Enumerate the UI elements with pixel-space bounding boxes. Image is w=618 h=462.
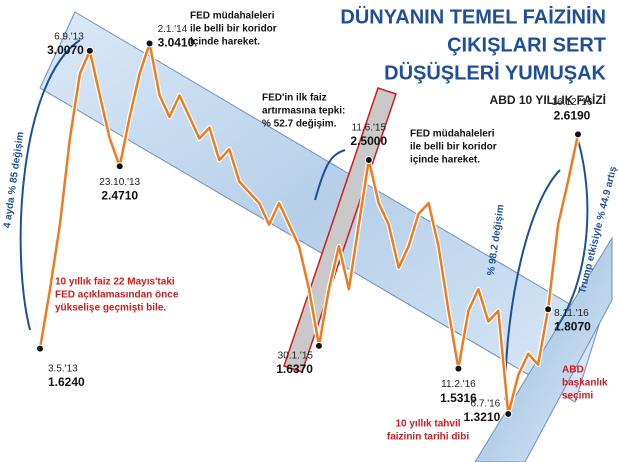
- annotation: ile belli bir koridor: [410, 142, 497, 153]
- point: [145, 39, 154, 48]
- point-value: 3.0410: [158, 36, 195, 50]
- point-date: 16.12.'16: [552, 97, 593, 108]
- arc: [19, 39, 81, 331]
- point-value: 1.5316: [440, 391, 477, 405]
- annotation: ABD: [562, 365, 584, 376]
- annotation: yükselişe geçmişti bile.: [55, 303, 166, 314]
- point: [364, 156, 373, 164]
- point: [314, 341, 323, 350]
- annotation: 10 yıllık faiz 22 Mayıs'taki: [55, 277, 175, 288]
- point-value: 2.6190: [554, 109, 591, 123]
- annotation: ile belli bir koridor: [190, 24, 277, 35]
- point-date: 6.7.'16: [471, 399, 501, 410]
- arc: [504, 169, 561, 401]
- point-date: 30.1.'15: [278, 351, 314, 362]
- point-value: 2.4710: [101, 188, 138, 202]
- annotation: seçimi: [562, 391, 593, 402]
- annotation: 10 yıllık tahvil: [395, 419, 460, 430]
- annotation: FED müdahaleleri: [190, 11, 275, 22]
- annotation: faizinin tarihi dibi: [387, 432, 469, 443]
- point-date: 3.5.'13: [48, 363, 78, 374]
- point-value: 1.3210: [464, 410, 501, 424]
- point: [85, 46, 94, 55]
- arc: [554, 139, 589, 331]
- point: [454, 364, 463, 373]
- annotation: FED'in ilk faiz: [262, 93, 327, 104]
- point-value: 2.5000: [350, 134, 387, 148]
- line: [38, 42, 580, 416]
- annotation: başkanlık: [562, 378, 608, 389]
- point-date: 6.9.'13: [54, 31, 84, 42]
- title-block: DÜNYANIN TEMEL FAİZİNİN ÇIKIŞLARI SERT D…: [340, 5, 606, 107]
- point: [574, 130, 582, 139]
- point-value: 1.6370: [276, 362, 313, 376]
- point-date: 23.10.'13: [99, 177, 140, 188]
- title-line: DÜŞÜŞLERİ YUMUŞAK: [384, 61, 606, 84]
- annotation: FED müdahaleleri: [410, 129, 495, 140]
- point: [504, 409, 513, 418]
- point-value: 1.6240: [48, 375, 85, 389]
- annotation: içinde hareket.: [190, 37, 260, 48]
- point: [544, 305, 553, 314]
- point-date: 8.11.'16: [554, 308, 589, 319]
- annotation: FED açıklamasından önce: [55, 290, 179, 301]
- arc: [314, 149, 346, 201]
- title-line: ÇIKIŞLARI SERT: [447, 34, 606, 56]
- point: [36, 344, 44, 353]
- title-line: DÜNYANIN TEMEL FAİZİNİN: [340, 5, 606, 28]
- channel-band: [39, 11, 601, 403]
- annotation: içinde hareket.: [410, 155, 480, 166]
- annotation: artırmasına tepki:: [262, 106, 345, 117]
- point: [115, 162, 124, 171]
- point-date: 2.1.'14: [158, 24, 188, 35]
- point-value: 1.8070: [554, 319, 591, 333]
- annotation: % 52.7 değişim.: [262, 119, 337, 130]
- point-date: 11.2.'16: [441, 379, 476, 390]
- subtitle: ABD 10 YILLIK FAİZİ: [490, 92, 606, 107]
- point-date: 11.6.'15: [352, 123, 387, 134]
- point-value: 3.0070: [47, 43, 84, 57]
